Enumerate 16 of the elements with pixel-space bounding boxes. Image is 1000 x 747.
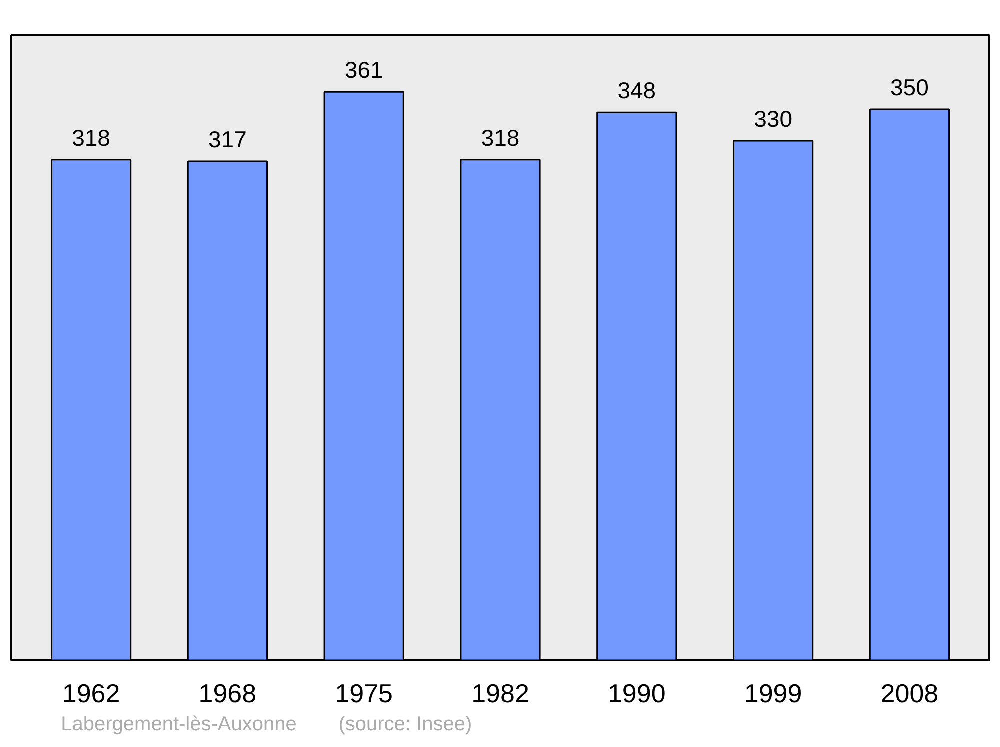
x-tick-label: 1975 xyxy=(335,678,394,708)
x-tick-label: 1982 xyxy=(472,678,530,708)
data-label: 348 xyxy=(618,78,656,104)
data-label: 330 xyxy=(754,106,792,132)
x-tick-label: 2008 xyxy=(880,678,939,708)
text: Labergement-lès-Auxonne xyxy=(61,714,297,736)
data-label: 361 xyxy=(344,57,384,84)
data-label: 318 xyxy=(72,124,110,151)
data-label: 317 xyxy=(208,126,247,152)
text: (source: Insee) xyxy=(338,714,472,736)
data-label: 318 xyxy=(481,124,520,151)
x-tick-label: 1990 xyxy=(608,678,666,708)
x-tick-label: 1968 xyxy=(198,678,257,708)
data-label: 350 xyxy=(890,74,929,100)
x-tick-label: 1962 xyxy=(62,678,120,708)
x-tick-label: 1999 xyxy=(744,678,802,708)
